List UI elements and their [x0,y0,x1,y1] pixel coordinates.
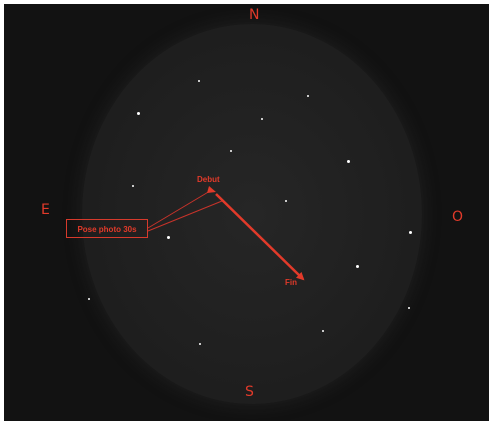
star [230,150,232,152]
star [167,236,170,239]
compass-east-label: E [41,202,50,218]
sky-dome [82,24,422,404]
star [285,200,287,202]
sky-view [4,4,489,421]
star [347,160,350,163]
compass-west-label: O [452,209,464,225]
star [356,265,359,268]
star [408,307,410,309]
star [409,231,412,234]
star [307,95,309,97]
start-label: Debut [197,175,220,184]
star [132,185,134,187]
star [261,118,263,120]
compass-north-label: N [249,7,260,23]
star [137,112,140,115]
compass-south-label: S [245,384,254,400]
star [198,80,200,82]
end-label: Fin [285,278,297,287]
star [199,343,201,345]
star [322,330,324,332]
star [88,298,90,300]
exposure-annotation-box: Pose photo 30s [66,219,148,238]
